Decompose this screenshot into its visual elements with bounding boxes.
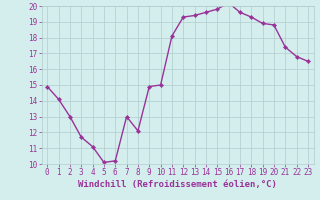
X-axis label: Windchill (Refroidissement éolien,°C): Windchill (Refroidissement éolien,°C) xyxy=(78,180,277,189)
